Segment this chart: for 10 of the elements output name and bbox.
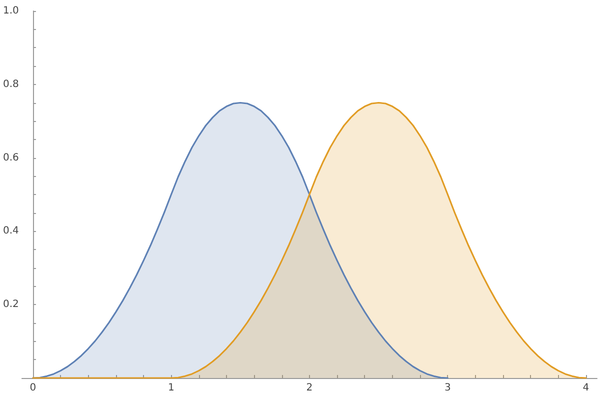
y-tick-label: 1.0 <box>2 6 19 16</box>
y-tick-label: 0.2 <box>2 299 19 310</box>
x-tick-label: 2 <box>306 382 313 394</box>
y-tick-label: 0.6 <box>2 152 19 164</box>
x-tick-label: 1 <box>168 382 174 394</box>
x-tick-label: 0 <box>30 382 36 394</box>
y-tick-label: 0.8 <box>2 78 19 90</box>
x-tick-label: 3 <box>444 382 451 394</box>
x-tick-label: 4 <box>582 382 590 394</box>
y-tick-label: 0.4 <box>2 226 19 237</box>
